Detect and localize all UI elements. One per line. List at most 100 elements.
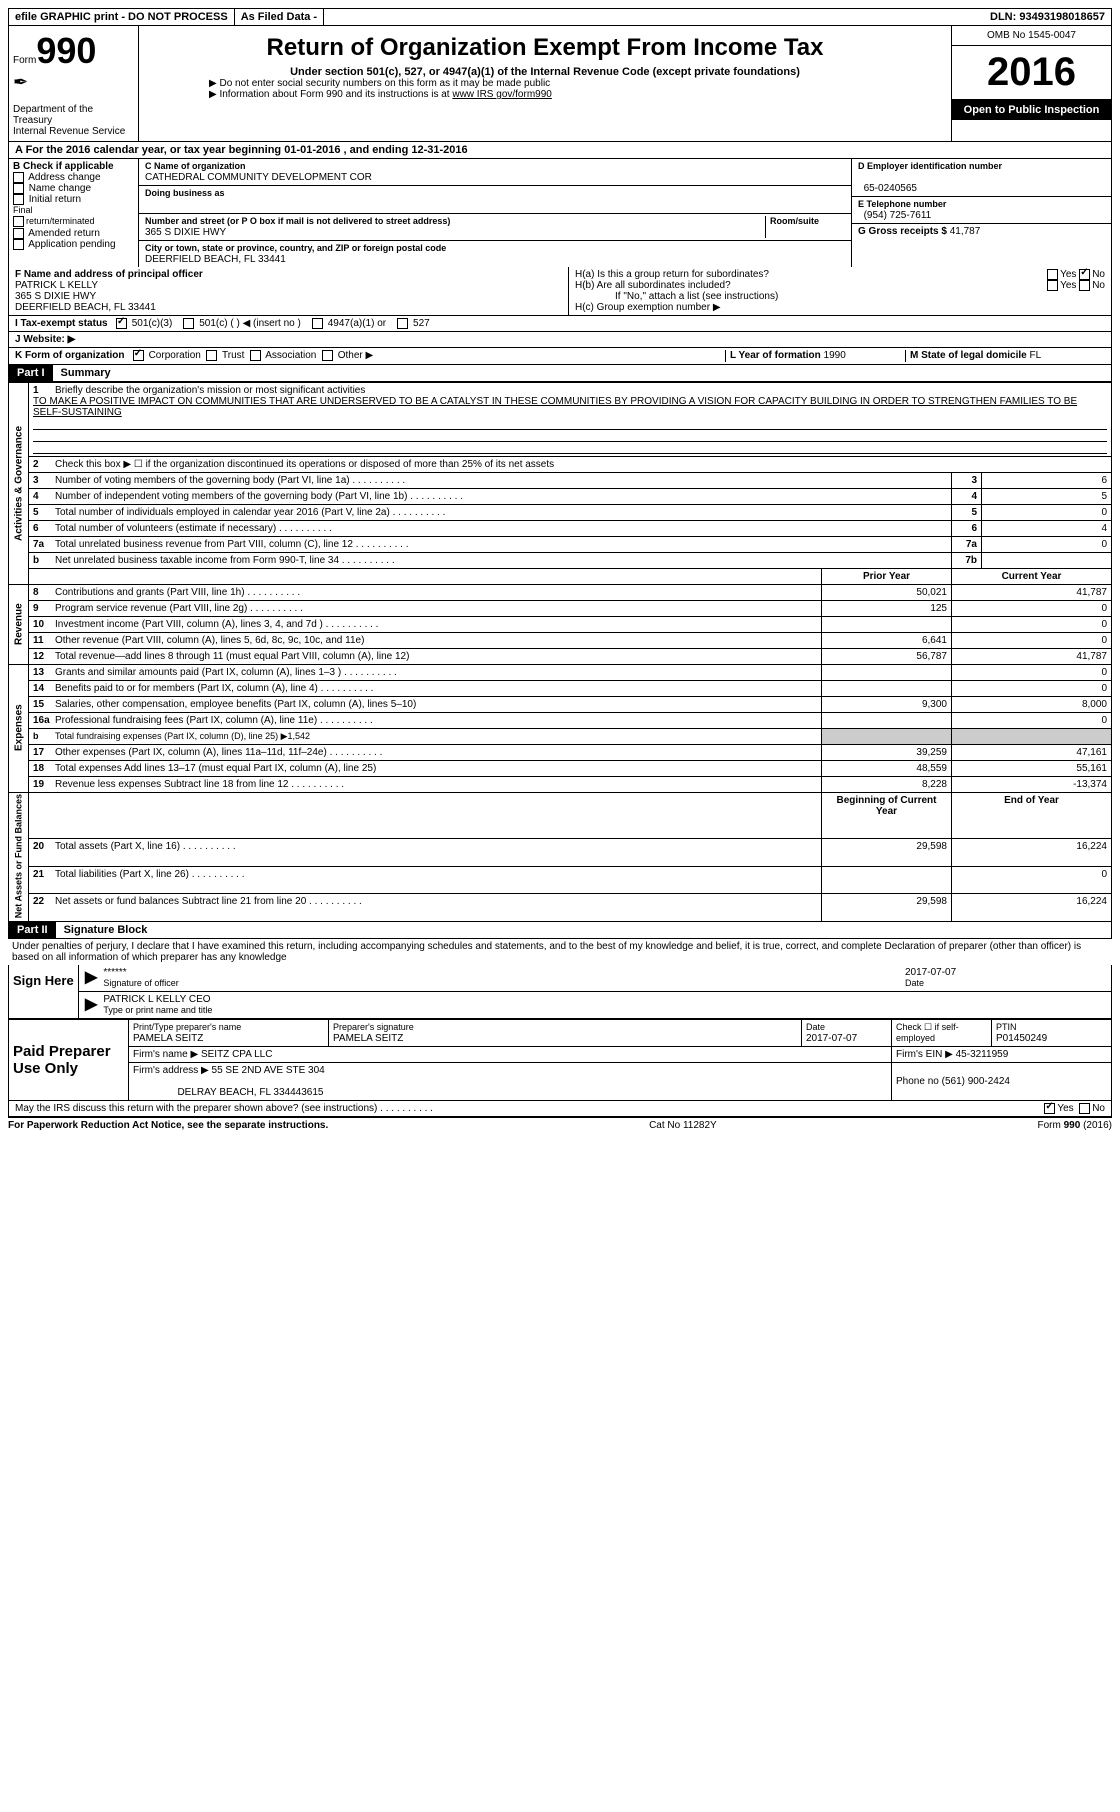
gov-row: 5Total number of individuals employed in…: [9, 504, 1112, 520]
firm-city: DELRAY BEACH, FL 334443615: [177, 1087, 323, 1098]
dba-label: Doing business as: [145, 188, 225, 198]
sig-date: 2017-07-07: [905, 967, 956, 978]
footer: For Paperwork Reduction Act Notice, see …: [8, 1117, 1112, 1133]
sign-here: Sign Here: [9, 965, 79, 1018]
cb-trust[interactable]: [206, 350, 217, 361]
firm-ein-label: Firm's EIN ▶: [896, 1049, 953, 1060]
org-name: CATHEDRAL COMMUNITY DEVELOPMENT COR: [145, 172, 372, 183]
form-org-label: K Form of organization: [15, 351, 124, 362]
section-b: B Check if applicable Address change Nam…: [9, 159, 139, 267]
header-center: Return of Organization Exempt From Incom…: [139, 26, 951, 141]
as-filed: As Filed Data -: [235, 9, 324, 25]
part1-header: Part I: [9, 365, 53, 381]
cb-other[interactable]: [322, 350, 333, 361]
cb-527[interactable]: [397, 318, 408, 329]
ha-yes[interactable]: [1047, 269, 1058, 280]
checkbox-final-return[interactable]: [13, 216, 24, 227]
section-de: D Employer identification number 65-0240…: [851, 159, 1111, 267]
mission-text: TO MAKE A POSITIVE IMPACT ON COMMUNITIES…: [33, 396, 1077, 418]
footer-left: For Paperwork Reduction Act Notice, see …: [8, 1120, 328, 1131]
ein-value: 65-0240565: [864, 183, 917, 194]
omb-number: OMB No 1545-0047: [952, 26, 1111, 46]
prep-name: PAMELA SEITZ: [133, 1033, 203, 1044]
section-j: J Website: ▶: [8, 332, 1112, 348]
summary-table: Activities & Governance 1Briefly describ…: [8, 382, 1112, 922]
side-netassets: Net Assets or Fund Balances: [9, 792, 29, 921]
ein-label: D Employer identification number: [858, 161, 1002, 171]
footer-center: Cat No 11282Y: [649, 1120, 717, 1131]
org-info-grid: B Check if applicable Address change Nam…: [8, 159, 1112, 267]
dln: DLN: 93493198018657: [984, 9, 1111, 25]
gross-receipts: 41,787: [950, 226, 981, 237]
city-label: City or town, state or province, country…: [145, 243, 446, 253]
year-formation: 1990: [824, 350, 846, 361]
tax-exempt-label: I Tax-exempt status: [15, 318, 108, 329]
firm-addr: 55 SE 2ND AVE STE 304: [212, 1065, 325, 1076]
signature-block: Sign Here ▶******Signature of officer201…: [8, 965, 1112, 1019]
section-f: F Name and address of principal officer …: [9, 267, 569, 315]
end-year-hdr: End of Year: [952, 792, 1112, 839]
hb-yes[interactable]: [1047, 280, 1058, 291]
open-public: Open to Public Inspection: [952, 100, 1111, 120]
gov-row: 4Number of independent voting members of…: [9, 488, 1112, 504]
beg-year-hdr: Beginning of Current Year: [822, 792, 952, 839]
firm-phone: (561) 900-2424: [942, 1076, 1010, 1087]
ptin-label: PTIN: [996, 1022, 1017, 1032]
irs-label: Internal Revenue Service: [13, 126, 125, 137]
city-state-zip: DEERFIELD BEACH, FL 33441: [145, 254, 286, 265]
officer-name-title: PATRICK L KELLY CEO: [103, 994, 210, 1005]
note-info: ▶ Information about Form 990 and its ins…: [149, 89, 941, 100]
gov-row: 3Number of voting members of the governi…: [9, 472, 1112, 488]
section-a: A For the 2016 calendar year, or tax yea…: [8, 142, 1112, 159]
preparer-table: Paid Preparer Use Only Print/Type prepar…: [8, 1019, 1112, 1101]
discuss-no[interactable]: [1079, 1103, 1090, 1114]
section-c: C Name of organizationCATHEDRAL COMMUNIT…: [139, 159, 851, 267]
declaration-text: Under penalties of perjury, I declare th…: [8, 939, 1112, 965]
form-number: 990: [36, 30, 96, 71]
checkbox-address-change[interactable]: [13, 172, 24, 183]
cb-4947[interactable]: [312, 318, 323, 329]
checkbox-name-change[interactable]: [13, 183, 24, 194]
gross-receipts-label: G Gross receipts $: [858, 226, 947, 237]
checkbox-amended[interactable]: [13, 228, 24, 239]
checkbox-pending[interactable]: [13, 239, 24, 250]
paid-preparer-label: Paid Preparer Use Only: [9, 1019, 129, 1100]
discuss-text: May the IRS discuss this return with the…: [15, 1103, 377, 1114]
prep-sig: PAMELA SEITZ: [333, 1033, 403, 1044]
street-address: 365 S DIXIE HWY: [145, 227, 226, 238]
phone-value: (954) 725-7611: [864, 210, 932, 221]
part2-header-row: Part II Signature Block: [8, 922, 1112, 939]
h-b: H(b) Are all subordinates included?: [575, 280, 731, 291]
prep-date: 2017-07-07: [806, 1033, 857, 1044]
room-label: Room/suite: [770, 216, 819, 226]
h-a: H(a) Is this a group return for subordin…: [575, 269, 769, 280]
irs-link[interactable]: www IRS gov/form990: [452, 89, 551, 100]
officer-city: DEERFIELD BEACH, FL 33441: [15, 302, 156, 313]
part1-title: Summary: [53, 365, 119, 381]
line1-label: Briefly describe the organization's miss…: [55, 385, 365, 396]
line2-text: Check this box ▶ ☐ if the organization d…: [55, 459, 554, 470]
cb-corp[interactable]: [133, 350, 144, 361]
top-bar: efile GRAPHIC print - DO NOT PROCESS As …: [8, 8, 1112, 26]
ha-no[interactable]: [1079, 269, 1090, 280]
officer-name: PATRICK L KELLY: [15, 280, 98, 291]
discuss-yes[interactable]: [1044, 1103, 1055, 1114]
section-klm: K Form of organization Corporation Trust…: [8, 348, 1112, 364]
section-b-label: B Check if applicable: [13, 161, 114, 172]
cb-501c[interactable]: [183, 318, 194, 329]
form-subtitle: Under section 501(c), 527, or 4947(a)(1)…: [149, 66, 941, 78]
form-prefix: Form: [13, 55, 36, 66]
cb-assoc[interactable]: [250, 350, 261, 361]
h-c: H(c) Group exemption number ▶: [575, 302, 1105, 313]
form-title: Return of Organization Exempt From Incom…: [149, 34, 941, 62]
domicile: FL: [1029, 350, 1041, 361]
self-employed-check[interactable]: Check ☐ if self-employed: [892, 1019, 992, 1046]
addr-label: Number and street (or P O box if mail is…: [145, 216, 450, 226]
hb-no[interactable]: [1079, 280, 1090, 291]
gov-row: bNet unrelated business taxable income f…: [9, 552, 1112, 568]
checkbox-initial-return[interactable]: [13, 194, 24, 205]
cb-501c3[interactable]: [116, 318, 127, 329]
website-label: J Website: ▶: [15, 334, 75, 345]
gov-row: 7aTotal unrelated business revenue from …: [9, 536, 1112, 552]
sig-stars: ******: [103, 967, 126, 978]
